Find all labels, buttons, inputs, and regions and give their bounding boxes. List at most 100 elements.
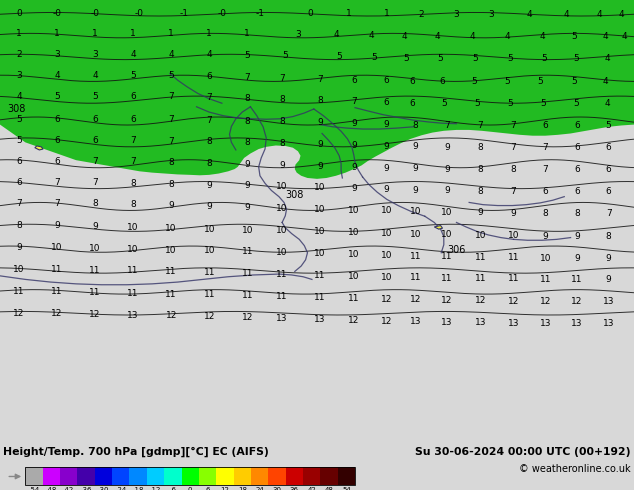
Text: -1: -1	[256, 9, 264, 18]
Text: Height/Temp. 700 hPa [gdmp][°C] EC (AIFS): Height/Temp. 700 hPa [gdmp][°C] EC (AIFS…	[3, 447, 269, 457]
Text: 11: 11	[13, 287, 25, 296]
Text: 12: 12	[475, 296, 486, 305]
Text: 12: 12	[571, 297, 583, 306]
Text: 4: 4	[402, 32, 407, 41]
Text: 11: 11	[89, 288, 101, 297]
Text: 8: 8	[16, 221, 22, 230]
Text: 8: 8	[130, 200, 136, 209]
Text: 10: 10	[508, 231, 519, 240]
Text: 42: 42	[307, 487, 316, 490]
Text: 11: 11	[348, 294, 359, 303]
Text: 6: 6	[574, 143, 580, 152]
Text: 5: 5	[130, 71, 136, 80]
Text: -12: -12	[150, 487, 161, 490]
Text: 6: 6	[16, 157, 22, 166]
Text: 7: 7	[605, 209, 612, 218]
Text: 13: 13	[127, 311, 139, 319]
Text: 2: 2	[16, 50, 22, 59]
Text: 5: 5	[92, 93, 98, 101]
Text: 306: 306	[448, 245, 465, 255]
Text: 6: 6	[54, 115, 60, 124]
Text: 6: 6	[409, 98, 415, 108]
Text: 8: 8	[542, 209, 548, 218]
Text: 4: 4	[605, 54, 610, 63]
Bar	[147, 466, 164, 486]
Text: 13: 13	[603, 297, 614, 306]
Text: 10: 10	[165, 245, 177, 254]
Text: 7: 7	[168, 93, 174, 101]
Text: 12: 12	[221, 487, 230, 490]
Text: 6: 6	[54, 136, 60, 145]
Bar	[25, 466, 42, 486]
Text: 5: 5	[504, 77, 510, 86]
Text: 7: 7	[16, 199, 22, 208]
Text: 1: 1	[206, 29, 212, 38]
Text: 9: 9	[384, 120, 390, 129]
Text: 10: 10	[348, 272, 359, 281]
Text: -54: -54	[29, 487, 40, 490]
Text: -0: -0	[135, 9, 144, 18]
Text: 9: 9	[16, 243, 22, 252]
Text: 3: 3	[16, 71, 22, 80]
Text: 12: 12	[348, 316, 359, 325]
Text: 9: 9	[351, 163, 357, 172]
Text: 13: 13	[540, 319, 551, 328]
Text: 8: 8	[244, 94, 250, 103]
Text: 4: 4	[605, 98, 610, 108]
Text: 9: 9	[384, 185, 390, 194]
Text: 10: 10	[381, 273, 392, 282]
Text: 12: 12	[410, 295, 421, 304]
Text: 5: 5	[403, 54, 409, 63]
Text: -6: -6	[169, 487, 176, 490]
Text: 6: 6	[574, 187, 580, 196]
Bar	[251, 466, 268, 486]
Text: 5: 5	[571, 32, 577, 41]
Text: 10: 10	[540, 253, 551, 263]
Text: 4: 4	[470, 32, 475, 41]
Polygon shape	[35, 146, 43, 150]
Text: 8: 8	[477, 143, 484, 152]
Text: 7: 7	[542, 143, 548, 152]
Text: 8: 8	[206, 137, 212, 147]
Text: 9: 9	[574, 232, 580, 241]
Text: 10: 10	[410, 230, 421, 239]
Text: 7: 7	[92, 178, 98, 187]
Text: 6: 6	[574, 121, 580, 130]
Bar	[199, 466, 216, 486]
Text: 4: 4	[540, 32, 545, 41]
Text: 11: 11	[475, 253, 486, 262]
Text: 4: 4	[93, 71, 98, 80]
Text: -36: -36	[81, 487, 92, 490]
Text: 8: 8	[130, 179, 136, 188]
Text: 8: 8	[92, 199, 98, 208]
Text: 6: 6	[605, 187, 612, 196]
Text: 8: 8	[168, 158, 174, 168]
Text: 9: 9	[279, 161, 285, 170]
Text: 5: 5	[507, 54, 514, 63]
Text: 54: 54	[342, 487, 351, 490]
Text: 9: 9	[574, 253, 580, 263]
Text: 5: 5	[54, 93, 60, 101]
Text: 11: 11	[204, 291, 215, 299]
Text: -48: -48	[46, 487, 57, 490]
Text: 12: 12	[381, 317, 392, 326]
Text: 6: 6	[130, 93, 136, 101]
Text: 6: 6	[16, 178, 22, 187]
Text: 11: 11	[276, 292, 288, 301]
Text: 13: 13	[314, 315, 326, 324]
Text: 10: 10	[348, 228, 359, 237]
Text: 11: 11	[441, 252, 453, 261]
Text: 11: 11	[410, 273, 421, 282]
Text: 11: 11	[127, 267, 139, 275]
Text: 12: 12	[165, 311, 177, 320]
Text: 4: 4	[527, 10, 532, 19]
Text: 1: 1	[54, 29, 60, 38]
Text: 10: 10	[441, 230, 453, 240]
Text: 5: 5	[571, 77, 577, 86]
Text: 12: 12	[381, 295, 392, 304]
Bar	[181, 466, 199, 486]
Text: 12: 12	[540, 297, 551, 306]
Text: 7: 7	[130, 136, 136, 145]
Text: 13: 13	[508, 318, 519, 327]
Text: 9: 9	[384, 164, 390, 172]
